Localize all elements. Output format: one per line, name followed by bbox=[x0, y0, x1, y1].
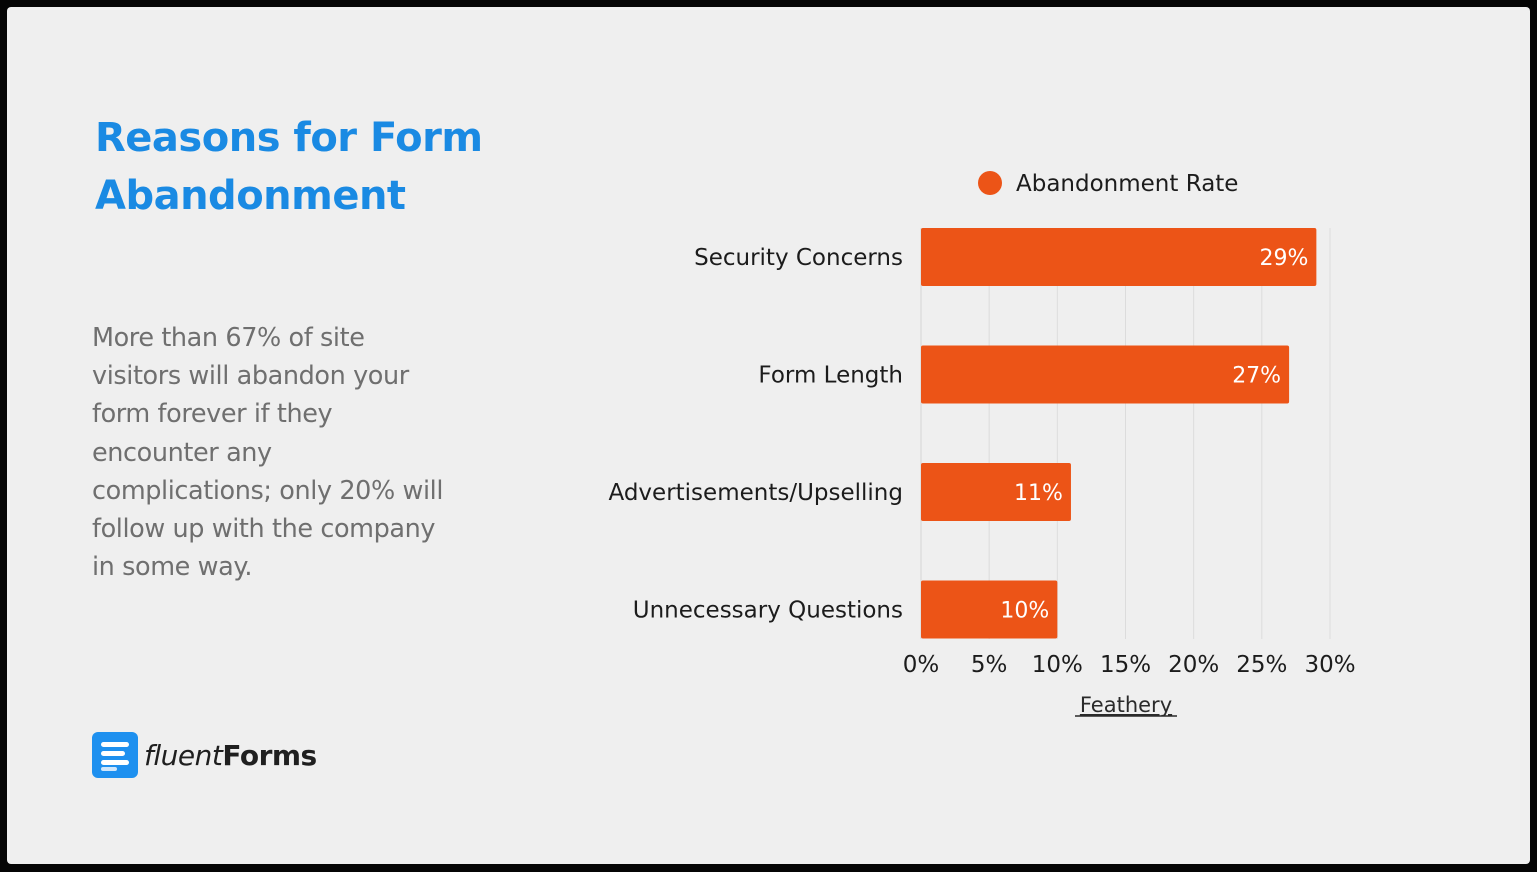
bar bbox=[921, 345, 1290, 404]
bar bbox=[921, 580, 1058, 639]
legend-label: Abandonment Rate bbox=[1016, 171, 1238, 197]
bar bbox=[921, 463, 1071, 521]
fluentforms-wordmark: fluentForms bbox=[144, 736, 317, 776]
source-link[interactable]: Feathery bbox=[1080, 693, 1172, 717]
value-label: 10% bbox=[1000, 599, 1049, 624]
category-label: Security Concerns bbox=[694, 245, 903, 271]
category-label: Unnecessary Questions bbox=[633, 598, 903, 624]
value-label: 27% bbox=[1232, 364, 1281, 389]
slide: Reasons for Form Abandonment More than 6… bbox=[7, 7, 1530, 864]
x-tick-label: 5% bbox=[971, 652, 1008, 678]
bar bbox=[921, 228, 1317, 286]
slide-title: Reasons for Form Abandonment bbox=[95, 115, 483, 219]
value-label: 29% bbox=[1259, 246, 1308, 271]
category-label: Advertisements/Upselling bbox=[609, 480, 904, 506]
fluentforms-logo-icon bbox=[92, 732, 138, 778]
logo-text-bold: Forms bbox=[222, 739, 317, 772]
abandonment-bar-chart: Security Concerns 29% Form Length 27% Advert… bbox=[609, 171, 1356, 717]
legend-marker bbox=[978, 171, 1002, 195]
x-tick-label: 25% bbox=[1236, 652, 1287, 678]
slide-description: More than 67% of site visitors will aban… bbox=[92, 323, 444, 583]
value-label: 11% bbox=[1014, 481, 1063, 506]
x-tick-label: 15% bbox=[1100, 652, 1151, 678]
x-tick-label: 20% bbox=[1168, 652, 1219, 678]
x-tick-label: 30% bbox=[1304, 652, 1355, 678]
x-tick-label: 0% bbox=[903, 652, 940, 678]
logo-text-light: fluent bbox=[144, 739, 223, 772]
category-label: Form Length bbox=[758, 363, 903, 389]
x-tick-label: 10% bbox=[1032, 652, 1083, 678]
